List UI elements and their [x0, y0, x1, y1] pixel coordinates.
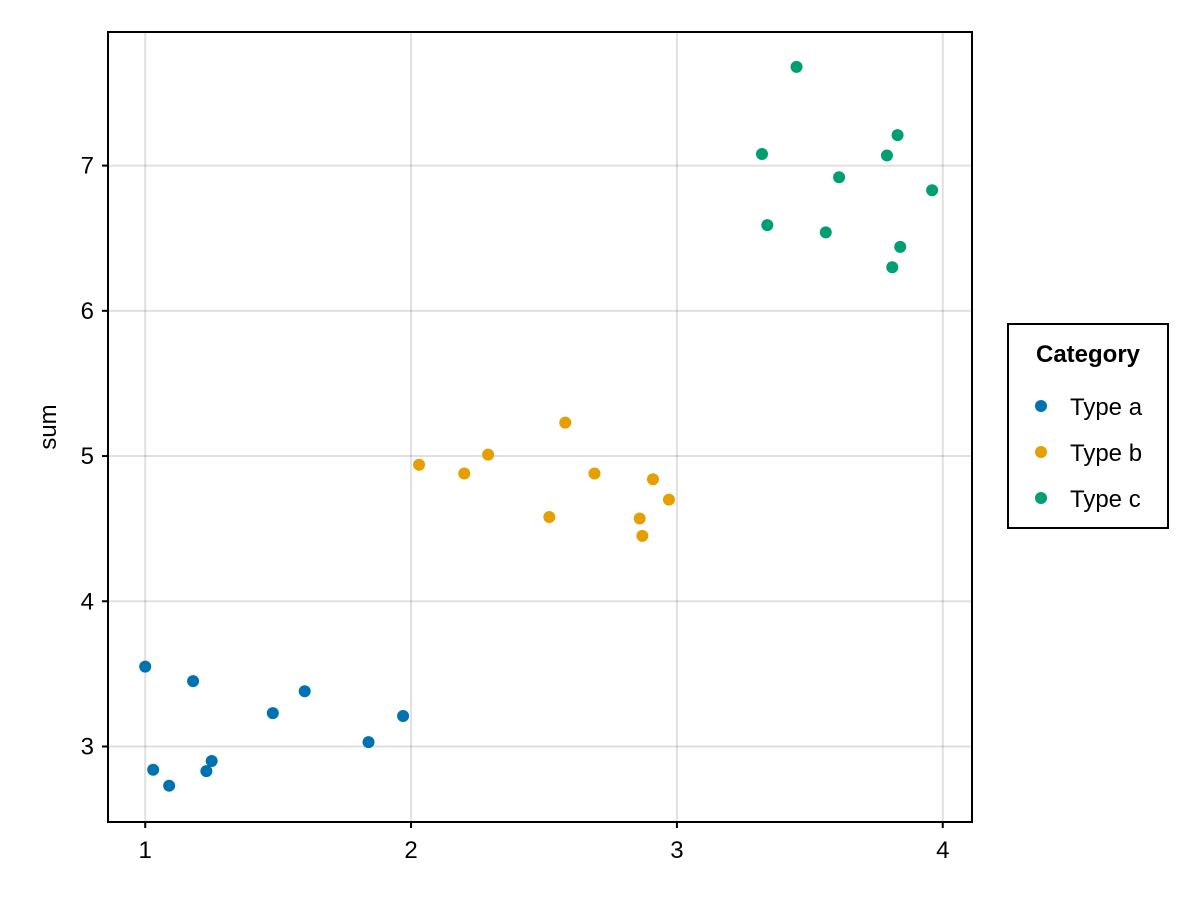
x-tick-label-3: 3 — [670, 837, 683, 864]
data-point — [755, 147, 768, 160]
data-point — [761, 219, 774, 232]
data-point — [894, 240, 907, 253]
y-axis-label: sum — [35, 404, 62, 449]
data-point — [187, 675, 200, 688]
data-point — [833, 171, 846, 184]
legend-label: Type b — [1070, 440, 1142, 467]
legend-label: Type a — [1070, 394, 1143, 421]
y-tick-label-6: 6 — [81, 298, 94, 325]
data-point — [200, 765, 213, 778]
grid — [108, 32, 972, 822]
axis-ticks: 1 2 3 4 3 4 5 6 7 — [81, 153, 950, 864]
legend: Category Type a Type b Type c — [1007, 323, 1169, 529]
legend-label: Type c — [1070, 486, 1141, 513]
data-point — [163, 779, 176, 792]
data-point — [147, 763, 160, 776]
legend-box — [1007, 323, 1169, 529]
data-point — [819, 226, 832, 239]
data-point — [646, 473, 659, 486]
legend-marker — [1035, 400, 1047, 412]
y-tick-label-3: 3 — [81, 733, 94, 760]
legend-item-type-b: Type b — [1035, 440, 1142, 467]
data-point — [413, 458, 426, 471]
legend-marker — [1035, 446, 1047, 458]
x-tick-label-4: 4 — [936, 837, 949, 864]
data-point — [926, 184, 939, 197]
data-point — [790, 60, 803, 73]
legend-item-type-c: Type c — [1035, 486, 1141, 513]
data-point — [458, 467, 471, 480]
data-point — [266, 707, 279, 720]
y-tick-label-7: 7 — [81, 153, 94, 180]
data-point — [880, 149, 893, 162]
data-points — [139, 60, 939, 792]
data-point — [543, 511, 556, 524]
data-point — [636, 529, 649, 542]
data-point — [891, 129, 904, 142]
data-point — [886, 261, 899, 274]
series-type-b — [413, 416, 675, 542]
legend-title: Category — [1036, 341, 1141, 368]
plot-frame — [107, 31, 973, 823]
series-type-c — [755, 60, 939, 274]
series-type-a — [139, 660, 410, 792]
data-point — [559, 416, 572, 429]
data-point — [139, 660, 152, 673]
data-point — [633, 512, 646, 525]
x-tick-label-1: 1 — [139, 837, 152, 864]
legend-marker — [1035, 492, 1047, 504]
legend-items: Type a Type b Type c — [1035, 394, 1143, 513]
data-point — [397, 709, 410, 722]
x-tick-label-2: 2 — [404, 837, 417, 864]
data-point — [205, 755, 218, 768]
data-point — [298, 685, 311, 698]
legend-item-type-a: Type a — [1035, 394, 1143, 421]
data-point — [482, 448, 495, 461]
data-point — [588, 467, 601, 480]
y-tick-label-5: 5 — [81, 443, 94, 470]
data-point — [662, 493, 675, 506]
data-point — [362, 736, 375, 749]
y-tick-label-4: 4 — [81, 588, 94, 615]
